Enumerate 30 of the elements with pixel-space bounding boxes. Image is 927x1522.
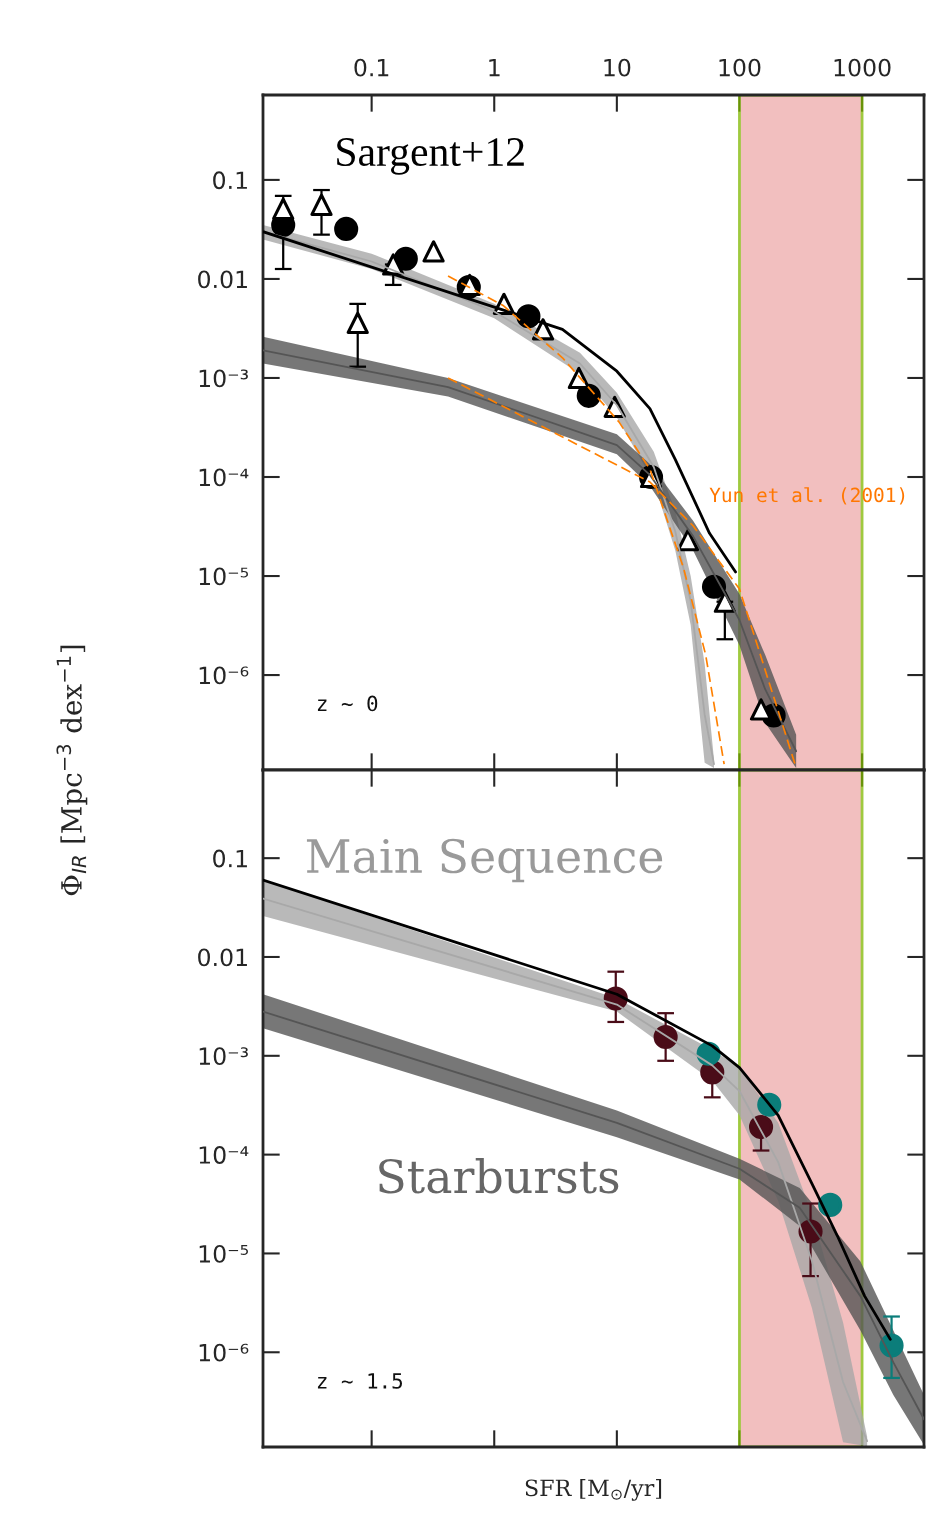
y-tick-label: 10⁻⁶	[199, 666, 249, 685]
x-tick-label: 100	[719, 58, 761, 77]
annotation: Main Sequence	[306, 838, 663, 883]
y-tick-label: 0.01	[198, 948, 247, 967]
point	[422, 240, 445, 263]
y-tick-label: 10⁻⁶	[199, 1343, 249, 1362]
y-tick-label: 0.1	[213, 849, 247, 868]
y-tick-label: 10⁻⁵	[199, 567, 248, 586]
y-tick-label: 0.01	[198, 270, 247, 289]
x-axis-title: SFR [M$_{⊙}$/yr]	[525, 1479, 662, 1501]
point	[567, 366, 590, 390]
y-tick-label: 10⁻³	[199, 369, 248, 388]
y-tick-label: 10⁻⁵	[199, 1244, 248, 1263]
y-tick-label: 10⁻⁴	[199, 1146, 249, 1164]
x-tick-label: 0.1	[354, 58, 389, 77]
x-tick-label: 1	[489, 58, 500, 77]
x-tick-label: 10	[604, 58, 631, 77]
y-tick-label: 0.1	[213, 171, 247, 190]
annotation: Starbursts	[379, 1158, 619, 1194]
point	[272, 197, 295, 220]
annotation: z ~ 1.5	[317, 1373, 403, 1389]
x-tick-label: 1000	[834, 58, 891, 77]
y-tick-label: 10⁻⁴	[199, 468, 249, 487]
point	[310, 193, 333, 216]
point	[676, 529, 700, 552]
y-axis-title: Φ$_{IR}$ [Mpc$^{−3}$ dex$^{−1}$]	[56, 645, 88, 896]
annotation: Sargent+12	[337, 138, 524, 175]
y-tick-label: 10⁻³	[199, 1047, 248, 1066]
point	[346, 311, 369, 334]
annotation: z ~ 0	[317, 695, 378, 712]
